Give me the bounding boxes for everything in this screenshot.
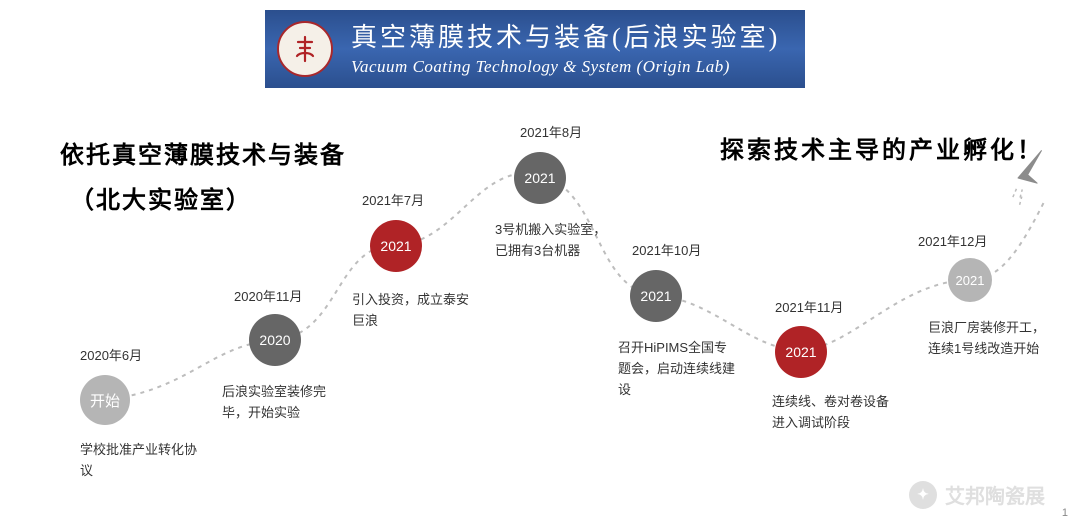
node-date: 2021年10月 bbox=[632, 240, 701, 259]
timeline-node: 2021 bbox=[514, 152, 566, 204]
watermark-text: 艾邦陶瓷展 bbox=[945, 480, 1045, 509]
node-description: 后浪实验室装修完毕，开始实验 bbox=[222, 382, 342, 424]
logo-glyph-icon bbox=[290, 34, 320, 64]
node-label: 2021 bbox=[640, 288, 671, 304]
node-label: 2020 bbox=[259, 332, 290, 348]
node-description: 召开HiPIMS全国专题会，启动连续线建设 bbox=[618, 338, 738, 400]
timeline-node: 2021 bbox=[370, 220, 422, 272]
node-label: 2021 bbox=[956, 273, 985, 288]
heading-left-line2: （北大实验室） bbox=[70, 180, 252, 215]
node-label: 2021 bbox=[524, 170, 555, 186]
node-description: 学校批准产业转化协议 bbox=[80, 440, 200, 482]
node-date: 2021年8月 bbox=[520, 122, 582, 141]
banner-text-block: 真空薄膜技术与装备(后浪实验室) Vacuum Coating Technolo… bbox=[351, 21, 780, 77]
node-description: 3号机搬入实验室，已拥有3台机器 bbox=[495, 220, 615, 262]
node-label: 2021 bbox=[785, 344, 816, 360]
node-date: 2021年11月 bbox=[775, 297, 843, 316]
banner-title-en: Vacuum Coating Technology & System (Orig… bbox=[351, 57, 780, 77]
page-number: 1 bbox=[1062, 507, 1068, 519]
node-label: 2021 bbox=[380, 238, 411, 254]
timeline-node: 2021 bbox=[775, 326, 827, 378]
watermark: ✦ 艾邦陶瓷展 bbox=[909, 480, 1045, 509]
node-date: 2021年7月 bbox=[362, 190, 424, 209]
wechat-icon: ✦ bbox=[909, 481, 937, 509]
node-date: 2020年11月 bbox=[234, 286, 302, 305]
header-banner: 真空薄膜技术与装备(后浪实验室) Vacuum Coating Technolo… bbox=[265, 10, 805, 88]
timeline-node: 开始 bbox=[80, 375, 130, 425]
node-description: 连续线、卷对卷设备进入调试阶段 bbox=[772, 392, 892, 434]
node-date: 2021年12月 bbox=[918, 231, 987, 250]
node-label: 开始 bbox=[90, 390, 120, 411]
timeline-node: 2020 bbox=[249, 314, 301, 366]
pku-logo bbox=[277, 21, 333, 77]
banner-title-cn: 真空薄膜技术与装备(后浪实验室) bbox=[351, 21, 780, 55]
node-date: 2020年6月 bbox=[80, 345, 142, 364]
timeline-node: 2021 bbox=[630, 270, 682, 322]
heading-right: 探索技术主导的产业孵化！ bbox=[720, 130, 1044, 165]
node-description: 引入投资，成立泰安巨浪 bbox=[352, 290, 472, 332]
timeline-node: 2021 bbox=[948, 258, 992, 302]
heading-left-line1: 依托真空薄膜技术与装备 bbox=[60, 135, 346, 170]
node-description: 巨浪厂房装修开工，连续1号线改造开始 bbox=[928, 318, 1048, 360]
